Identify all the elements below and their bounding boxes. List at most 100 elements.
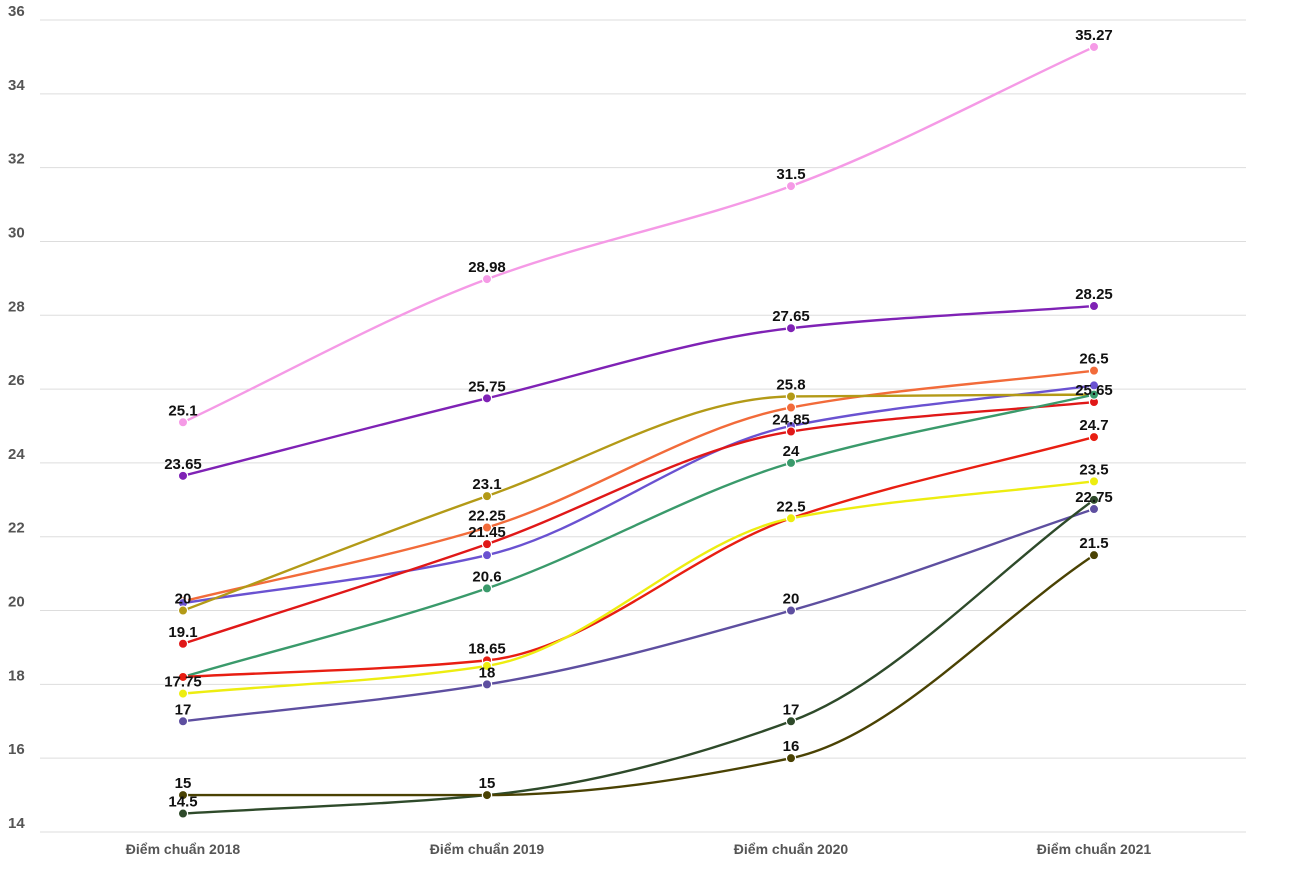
point-series-5-1	[481, 490, 493, 502]
y-tick-label: 36	[8, 3, 25, 20]
point-series-3-3	[1088, 365, 1100, 376]
data-label: 15	[479, 775, 496, 792]
data-label: 22.5	[776, 498, 805, 515]
point-series-8-0	[177, 671, 189, 683]
y-tick-label: 30	[8, 224, 25, 241]
data-label: 22.25	[468, 508, 506, 525]
line-series-1	[182, 45, 1095, 424]
point-series-9-3	[1088, 476, 1100, 487]
point-series-10-1	[481, 679, 493, 690]
data-label: 23.1	[472, 476, 501, 493]
data-label: 25.1	[168, 402, 197, 419]
point-series-11-0	[177, 808, 189, 819]
point-series-12-1	[481, 789, 493, 801]
point-series-11-3	[1088, 494, 1100, 506]
data-label: 26.5	[1079, 351, 1108, 368]
data-label: 23.65	[164, 456, 202, 473]
point-series-8-3	[1088, 431, 1100, 443]
data-label: 24.85	[772, 412, 810, 429]
x-axis-ticks: Điểm chuẩn 2018 Điểm chuẩn 2019 Điểm chuẩn…	[126, 841, 1152, 857]
data-label: 27.65	[772, 308, 810, 325]
data-label: 19.1	[168, 624, 197, 641]
y-tick-label: 24	[8, 446, 25, 463]
data-label: 25.8	[776, 376, 805, 393]
data-label: 20.6	[472, 568, 501, 585]
point-series-7-3	[1088, 389, 1100, 400]
point-series-1-1	[481, 273, 493, 285]
data-label: 20	[783, 591, 800, 608]
data-label: 31.5	[776, 166, 805, 183]
y-tick-label: 22	[8, 520, 25, 537]
x-tick-label: Điểm chuẩn 2019	[430, 841, 545, 857]
point-series-3-1	[481, 522, 493, 533]
data-label: 25.65	[1075, 382, 1113, 399]
y-tick-label: 34	[8, 77, 25, 94]
line-series-12	[183, 554, 1095, 797]
data-label: 28.25	[1075, 286, 1113, 303]
point-series-5-2	[785, 391, 797, 402]
point-series-3-2	[785, 402, 797, 413]
point-series-5-0	[177, 605, 189, 616]
line-series-3	[182, 369, 1095, 603]
point-series-12-3	[1088, 549, 1100, 561]
point-series-2-3	[1088, 300, 1100, 312]
data-label: 20	[175, 591, 192, 608]
data-label: 22.75	[1075, 489, 1113, 506]
data-label: 14.5	[168, 794, 197, 811]
data-label: 24	[783, 443, 800, 460]
point-series-2-1	[481, 393, 493, 404]
data-labels: 25.1 28.98 31.5 35.27 23.65 25.75 27.65 28.25 22…	[164, 27, 1113, 811]
data-label: 17.75	[164, 674, 202, 691]
point-series-9-2	[785, 513, 797, 524]
y-tick-label: 16	[8, 741, 25, 758]
data-label: 17	[175, 701, 192, 718]
data-label: 28.98	[468, 259, 506, 276]
point-series-6-1	[481, 538, 493, 550]
point-series-2-2	[785, 322, 797, 334]
point-series-2-0	[177, 470, 189, 482]
point-series-6-2	[785, 426, 797, 437]
y-tick-label: 28	[8, 298, 25, 315]
data-label: 18	[479, 664, 496, 681]
data-label: 16	[783, 738, 800, 755]
point-series-11-2	[785, 716, 797, 727]
line-series-6	[182, 400, 1095, 645]
line-series-9	[182, 480, 1095, 695]
point-series-10-0	[177, 716, 189, 727]
data-label: 15	[175, 775, 192, 792]
y-tick-label: 20	[8, 594, 25, 611]
point-series-1-0	[177, 417, 189, 428]
grid-lines	[40, 19, 1246, 833]
data-label: 21.5	[1079, 535, 1108, 552]
line-series-10	[182, 507, 1095, 723]
line-series-4	[182, 384, 1095, 605]
point-series-9-0	[177, 688, 189, 699]
point-series-1-3	[1088, 41, 1100, 53]
x-tick-label: Điểm chuẩn 2020	[734, 841, 849, 857]
line-series-11	[182, 498, 1095, 815]
x-tick-label: Điểm chuẩn 2021	[1037, 841, 1152, 857]
point-series-12-2	[785, 752, 797, 764]
point-series-7-1	[481, 583, 493, 594]
series-lines	[182, 45, 1095, 815]
point-series-6-0	[177, 638, 189, 649]
x-tick-label: Điểm chuẩn 2018	[126, 841, 241, 857]
data-label: 23.5	[1079, 461, 1108, 478]
point-series-12-0	[177, 789, 189, 801]
line-series-5	[182, 393, 1095, 612]
y-tick-label: 26	[8, 372, 25, 389]
data-label: 35.27	[1075, 27, 1113, 44]
y-tick-label: 18	[8, 667, 25, 684]
line-series-8	[182, 435, 1095, 679]
y-axis-ticks: 14 16 18 20 22 24 26 28 30 32 34 36	[8, 3, 25, 832]
point-series-1-2	[785, 180, 797, 192]
data-label: 24.7	[1079, 417, 1108, 434]
line-series-2	[182, 304, 1095, 477]
y-tick-label: 32	[8, 151, 25, 168]
data-label: 21.45	[468, 524, 506, 541]
series-points	[177, 41, 1100, 819]
line-series-7	[182, 393, 1095, 679]
data-label: 17	[783, 701, 800, 718]
data-label: 25.75	[468, 378, 506, 395]
